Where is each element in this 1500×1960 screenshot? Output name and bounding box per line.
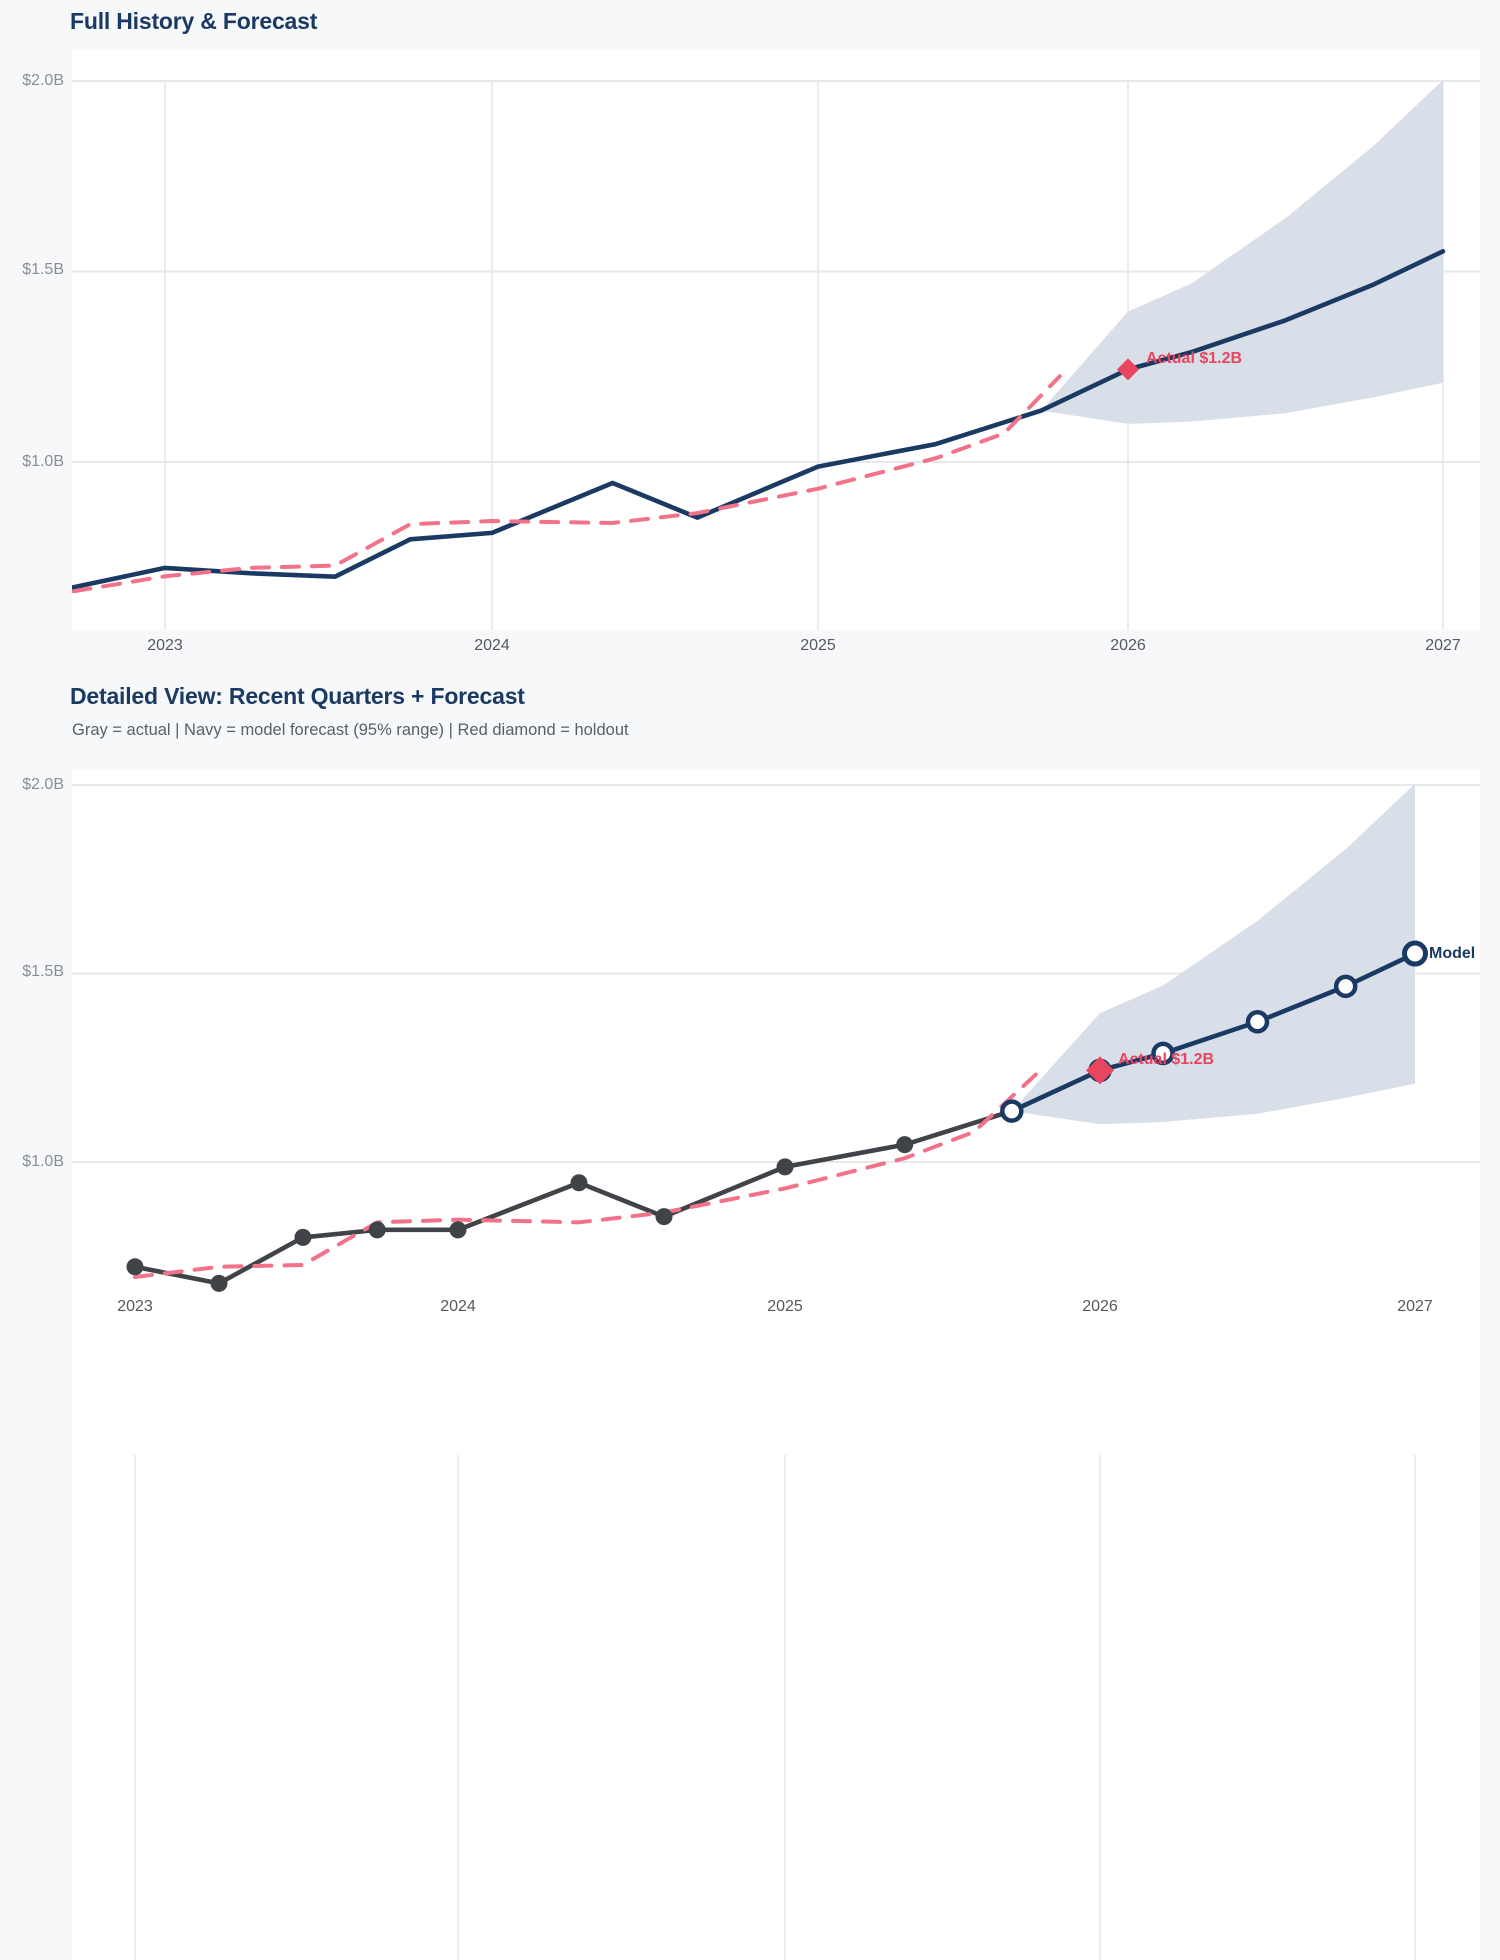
x-axis-tick-label: 2023 [117, 1298, 153, 1315]
data-point-actual [368, 1221, 386, 1239]
data-point-actual [449, 1221, 467, 1239]
axes-detailed-view: $1.0B $1.5B $2.0B 2023 2024 2025 2026 2027 Actua… [0, 670, 1500, 1350]
chart-svg-full-history [72, 79, 1480, 630]
data-point-forecast [1245, 1010, 1270, 1034]
data-point-actual [655, 1208, 673, 1226]
x-axis-tick-label: 2026 [1082, 1298, 1118, 1315]
x-axis-tick-label: 2024 [474, 637, 510, 654]
data-point-actual [896, 1136, 914, 1154]
data-point-forecast [1333, 974, 1358, 999]
page-title: Full History & Forecast [70, 8, 318, 34]
series-line-1 [72, 374, 1062, 594]
series-line-2 [133, 1071, 1039, 1279]
y-axis-tick-label: $2.0B [22, 72, 64, 89]
panel-detailed-view: Detailed View: Recent Quarters + Forecas… [0, 670, 1500, 1960]
x-axis-tick-label: 2027 [1425, 637, 1461, 654]
plot-area-full-history [72, 50, 1480, 630]
data-point-actual [776, 1158, 794, 1176]
panel-full-history: Full History & Forecast $1.0B $1.5B $2.0B 2… [0, 0, 1500, 670]
model-annotation-label: Model [1429, 944, 1476, 962]
x-axis-tick-label: 2025 [767, 1298, 803, 1315]
axes-full-history: $1.0B $1.5B $2.0B 2023 2024 2025 2026 2027 Actua… [0, 0, 1500, 670]
data-point-forecast [1151, 1041, 1175, 1066]
series-line-0 [72, 249, 1446, 590]
x-axis-tick-label: 2024 [440, 1298, 476, 1315]
data-point-actual [570, 1174, 588, 1192]
data-point-actual [210, 1274, 228, 1292]
x-axis-tick-label: 2023 [147, 637, 183, 654]
holdout-annotation-label: Actual $1.2B [1146, 350, 1243, 368]
detailed-view-subtitle: Gray = actual | Navy = model forecast (9… [72, 721, 629, 739]
holdout-diamond-marker [1117, 358, 1139, 381]
detailed-view-title: Detailed View: Recent Quarters + Forecas… [70, 683, 525, 709]
model-endpoint-marker [1402, 940, 1428, 967]
x-axis-tick-label: 2027 [1397, 1298, 1433, 1315]
y-axis-tick-label: $1.0B [22, 1153, 64, 1170]
series-line-0 [132, 1108, 1015, 1286]
x-axis-tick-label: 2026 [1110, 637, 1146, 654]
x-axis-tick-label: 2025 [800, 637, 836, 654]
data-point-actual [294, 1228, 312, 1246]
y-axis-tick-label: $2.0B [22, 776, 64, 793]
data-point-actual [126, 1258, 144, 1276]
series-line-1 [1009, 951, 1418, 1114]
forecast-confidence-band [1011, 783, 1415, 1125]
holdout-annotation-label: Actual $1.2B [1118, 1051, 1215, 1069]
data-point-forecast [1000, 1099, 1024, 1123]
holdout-diamond-marker [1086, 1056, 1114, 1085]
y-axis-tick-label: $1.5B [22, 963, 64, 980]
forecast-confidence-band [1041, 79, 1443, 424]
y-axis-tick-label: $1.5B [22, 261, 64, 278]
y-axis-tick-label: $1.0B [22, 453, 64, 470]
